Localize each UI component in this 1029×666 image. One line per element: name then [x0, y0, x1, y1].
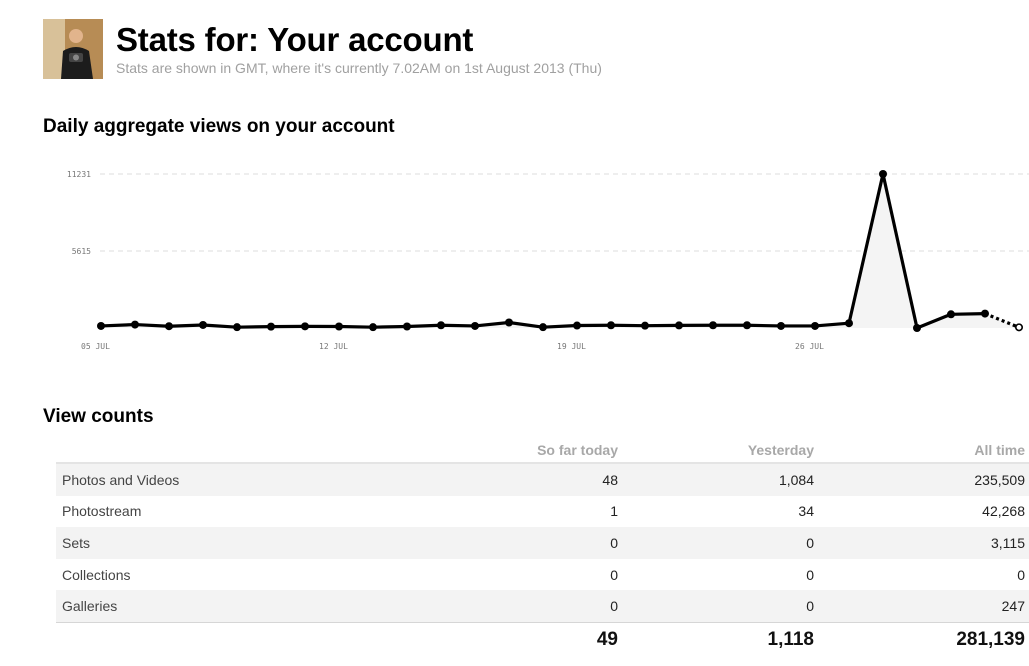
data-point[interactable]: [437, 321, 445, 330]
today-value: 0: [422, 590, 622, 623]
table-row: Photos and Videos 48 1,084 235,509: [56, 463, 1029, 496]
total-all-time: 281,139: [818, 621, 1029, 657]
timezone-note: Stats are shown in GMT, where it's curre…: [116, 60, 602, 76]
totals-row: 49 1,118 281,139: [56, 621, 1029, 657]
view-counts-heading: View counts: [43, 406, 154, 427]
y-tick-label: 11231: [67, 170, 91, 179]
data-point[interactable]: [267, 322, 275, 331]
total-yesterday: 1,118: [622, 621, 818, 657]
data-point[interactable]: [471, 321, 479, 330]
data-point[interactable]: [131, 320, 139, 329]
data-point[interactable]: [335, 322, 343, 331]
data-point[interactable]: [301, 322, 309, 331]
data-point[interactable]: [709, 321, 717, 330]
data-point[interactable]: [165, 322, 173, 331]
all-time-value: 0: [1017, 566, 1025, 583]
data-point[interactable]: [675, 321, 683, 330]
yesterday-value: 0: [806, 566, 814, 583]
data-point[interactable]: [1014, 323, 1023, 332]
data-point[interactable]: [97, 321, 105, 330]
data-point[interactable]: [403, 322, 411, 331]
data-point[interactable]: [573, 321, 581, 330]
all-time-value: 247: [818, 590, 1029, 623]
data-point[interactable]: [233, 323, 241, 332]
data-point[interactable]: [981, 309, 989, 318]
data-point[interactable]: [777, 321, 785, 330]
all-time-value: 3,115: [818, 527, 1029, 559]
today-value: 0: [422, 527, 622, 559]
avatar[interactable]: [43, 19, 103, 79]
data-point[interactable]: [369, 323, 377, 332]
column-header-so-far-today: So far today: [422, 438, 622, 464]
table-row: Sets 0 0 3,115: [56, 527, 1029, 559]
yesterday-value: 1,084: [622, 463, 818, 496]
data-point[interactable]: [199, 320, 207, 329]
today-value: 0: [610, 566, 618, 583]
chart-heading: Daily aggregate views on your account: [43, 116, 395, 137]
today-value: 48: [422, 463, 622, 496]
avatar-image: [43, 19, 103, 79]
table-row: Photostream 1 34 42,268: [56, 496, 1029, 528]
data-point[interactable]: [505, 318, 513, 327]
x-tick-label: 12 JUL: [319, 342, 348, 351]
table-row: Collections 0 0 0: [56, 559, 1029, 591]
yesterday-value: 0: [622, 527, 818, 559]
x-tick-label: 05 JUL: [81, 342, 110, 351]
data-point[interactable]: [539, 323, 547, 332]
data-point[interactable]: [845, 319, 853, 328]
label-column-header: [56, 438, 422, 464]
all-time-value: 235,509: [818, 463, 1029, 496]
column-header-all-time: All time: [818, 438, 1029, 464]
data-point[interactable]: [879, 170, 887, 178]
row-label: Galleries: [56, 590, 422, 623]
page-title: Stats for: Your account: [116, 21, 474, 58]
total-today: 49: [422, 621, 622, 657]
row-label: Sets: [56, 527, 422, 559]
table-row: Galleries 0 0 247: [56, 590, 1029, 623]
totals-label: [56, 621, 422, 657]
view-counts-table: So far today Yesterday All time Photos a…: [56, 438, 1029, 657]
yesterday-value: 34: [798, 503, 814, 520]
table-header-row: So far today Yesterday All time: [56, 438, 1029, 464]
y-tick-label: 5615: [72, 247, 91, 256]
partial-day-line: [984, 312, 1020, 329]
data-point[interactable]: [607, 321, 615, 330]
daily-views-chart: 11231 5615 05 JUL 12 JUL 19 JUL 26 JUL: [67, 170, 1029, 351]
row-label: Photostream: [62, 503, 142, 520]
column-header-yesterday: Yesterday: [622, 438, 818, 464]
data-point[interactable]: [811, 321, 819, 330]
data-point[interactable]: [641, 321, 649, 330]
x-tick-label: 19 JUL: [557, 342, 586, 351]
x-tick-label: 26 JUL: [795, 342, 824, 351]
data-point[interactable]: [743, 321, 751, 330]
yesterday-value: 0: [622, 590, 818, 623]
data-point[interactable]: [913, 324, 921, 332]
today-value: 1: [610, 503, 618, 520]
row-label: Collections: [62, 566, 131, 583]
row-label: Photos and Videos: [56, 463, 422, 496]
all-time-value: 42,268: [982, 503, 1025, 520]
data-point[interactable]: [947, 310, 955, 319]
